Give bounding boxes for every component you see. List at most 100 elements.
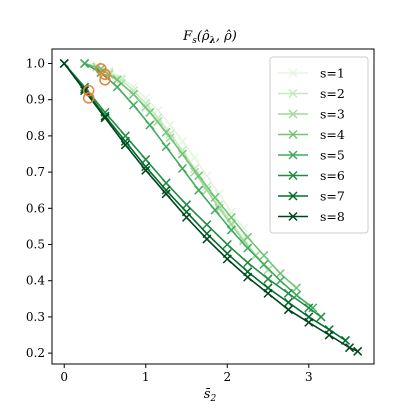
- series-line-s3: [84, 62, 269, 271]
- legend-label: s=6: [320, 168, 345, 183]
- legend-swatch-marker: [288, 129, 298, 140]
- data-point: [145, 107, 155, 117]
- data-point: [259, 250, 269, 260]
- data-point: [263, 274, 273, 284]
- data-point: [243, 258, 253, 268]
- data-point: [128, 86, 139, 96]
- legend-swatch-marker: [288, 150, 298, 160]
- data-point: [308, 303, 318, 313]
- data-point: [226, 212, 236, 222]
- legend-swatch-marker: [288, 211, 298, 222]
- x-tick-label: 3: [305, 370, 313, 384]
- data-point: [161, 142, 171, 152]
- data-point: [214, 200, 224, 210]
- data-point: [243, 243, 253, 253]
- legend-label: s=7: [320, 189, 345, 204]
- x-tick-label: 1: [142, 370, 150, 384]
- data-point: [210, 205, 220, 215]
- plot-frame: [51, 48, 375, 365]
- data-point: [345, 343, 355, 353]
- data-point: [243, 272, 253, 282]
- x-tick-label: 0: [60, 370, 68, 384]
- data-point: [222, 254, 232, 264]
- y-tick-label: 0.7: [26, 165, 45, 179]
- data-point: [263, 265, 273, 275]
- data-point: [161, 127, 171, 137]
- data-point: [153, 113, 163, 123]
- data-point: [263, 288, 273, 298]
- legend-swatch-marker: [288, 88, 298, 99]
- plot-area: [59, 58, 363, 356]
- data-point: [243, 232, 253, 242]
- y-tick-label: 0.6: [26, 201, 45, 215]
- data-point: [145, 120, 155, 130]
- y-tick-label: 0.5: [26, 238, 45, 252]
- data-point: [128, 82, 139, 92]
- legend-swatch-marker: [288, 170, 298, 181]
- data-point: [210, 192, 220, 202]
- data-point: [304, 303, 314, 313]
- legend-swatch-marker: [288, 109, 298, 119]
- data-point: [177, 163, 187, 174]
- y-tick-label: 1.0: [26, 56, 45, 70]
- legend-swatch-marker: [288, 68, 298, 78]
- data-point: [141, 162, 151, 172]
- data-point: [100, 113, 110, 123]
- legend-label: s=2: [320, 86, 345, 101]
- data-point: [275, 268, 285, 279]
- series-line-s8: [63, 63, 359, 353]
- highlight-marker: [95, 63, 107, 75]
- data-point: [165, 120, 175, 130]
- axes: 0 1 2 3 0.2 0.3 0.4 0.5 0.6 0.7 0.8 0.9 1.0: [26, 48, 375, 384]
- data-point: [80, 58, 90, 69]
- data-point: [161, 189, 171, 199]
- y-tick-label: 0.2: [26, 346, 45, 360]
- data-point: [141, 165, 151, 175]
- legend-label: s=5: [320, 148, 345, 163]
- data-point: [194, 185, 204, 195]
- chart-title: Fs(ρ̂λ, ρ̂): [182, 29, 237, 46]
- data-point: [120, 136, 130, 146]
- x-axis-label: s̄2: [204, 387, 217, 404]
- data-point: [353, 346, 363, 356]
- data-point: [202, 185, 212, 195]
- data-point: [181, 200, 192, 210]
- data-point: [161, 178, 171, 188]
- data-point: [116, 75, 126, 85]
- legend-label: s=1: [320, 66, 345, 81]
- data-point: [202, 220, 212, 230]
- data-point: [190, 153, 200, 163]
- legend-swatch-marker: [288, 191, 298, 201]
- legend-label: s=8: [320, 209, 345, 224]
- data-point: [194, 171, 204, 181]
- legend-box: [269, 56, 369, 234]
- data-point: [177, 149, 187, 159]
- data-point: [283, 305, 293, 315]
- data-point: [141, 154, 151, 164]
- data-point: [59, 58, 69, 69]
- legend: s=1 s=2 s=3 s=4 s=5 s=6 s=7 s=8: [269, 56, 369, 234]
- data-point: [283, 297, 293, 307]
- data-point: [112, 75, 122, 85]
- data-point: [177, 136, 187, 146]
- data-point: [275, 276, 285, 286]
- data-point: [324, 330, 334, 340]
- data-point: [283, 288, 293, 298]
- data-point: [304, 317, 314, 327]
- highlight-marker: [82, 92, 95, 104]
- data-point: [177, 145, 187, 155]
- data-point: [316, 312, 326, 322]
- data-point: [112, 82, 122, 92]
- data-point: [161, 185, 171, 195]
- data-point: [239, 223, 249, 233]
- y-tick-label: 0.9: [26, 93, 45, 107]
- y-tick-label: 0.8: [26, 129, 45, 143]
- highlight-marker: [82, 84, 95, 97]
- y-tick-label: 0.3: [26, 310, 45, 324]
- x-tick-label: 2: [223, 370, 231, 384]
- data-point: [226, 225, 236, 235]
- data-point: [120, 140, 130, 150]
- highlight-marker: [99, 74, 111, 86]
- data-point: [222, 239, 232, 250]
